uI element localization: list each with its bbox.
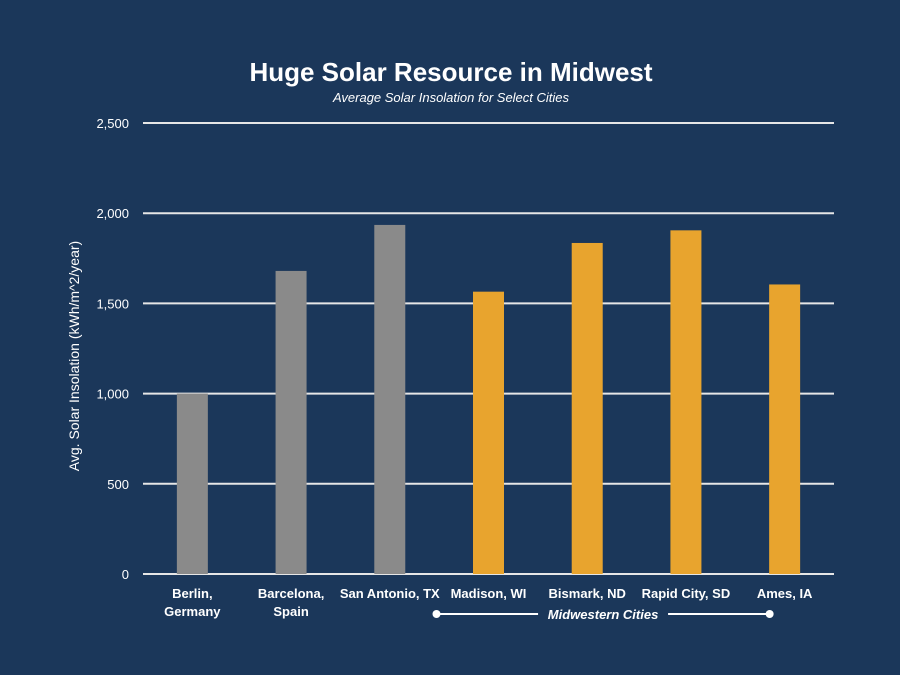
- y-tick-label: 500: [107, 477, 129, 492]
- bar: [473, 291, 504, 574]
- bar: [670, 230, 702, 574]
- x-axis-labels: Berlin, Germany Barcelona, Spain San Antonio…: [164, 586, 813, 619]
- bar: [176, 393, 208, 574]
- group-label: Midwestern Cities: [548, 607, 659, 622]
- midwest-group-bracket: Midwestern Cities: [432, 607, 774, 622]
- x-tick-label: Rapid City, SD: [642, 586, 731, 601]
- x-tick-label: Ames, IA: [757, 586, 813, 601]
- x-tick-label: Bismark, ND: [549, 586, 626, 601]
- chart-subtitle: Average Solar Insolation for Select Citi…: [332, 90, 570, 105]
- y-tick-label: 2,000: [96, 206, 129, 221]
- x-tick-label: Berlin,: [172, 586, 212, 601]
- y-tick-label: 2,500: [96, 116, 129, 131]
- bar: [275, 270, 307, 574]
- x-tick-label: Germany: [164, 604, 221, 619]
- bar: [571, 242, 603, 574]
- x-tick-label: Spain: [273, 604, 308, 619]
- y-tick-label: 0: [122, 567, 129, 582]
- y-axis-label: Avg. Solar Insolation (kWh/m^2/year): [66, 241, 82, 471]
- y-axis-ticks: 0 500 1,000 1,500 2,000 2,500: [96, 116, 129, 582]
- group-bracket-dot-right: [765, 610, 774, 618]
- y-tick-label: 1,500: [96, 296, 129, 311]
- bars: [176, 224, 801, 574]
- x-tick-label: San Antonio, TX: [340, 586, 440, 601]
- chart-title: Huge Solar Resource in Midwest: [249, 57, 652, 87]
- bar: [374, 224, 406, 574]
- bar: [769, 284, 801, 574]
- group-bracket-dot-left: [432, 610, 441, 618]
- y-tick-label: 1,000: [96, 387, 129, 402]
- x-tick-label: Madison, WI: [451, 586, 527, 601]
- x-tick-label: Barcelona,: [258, 586, 324, 601]
